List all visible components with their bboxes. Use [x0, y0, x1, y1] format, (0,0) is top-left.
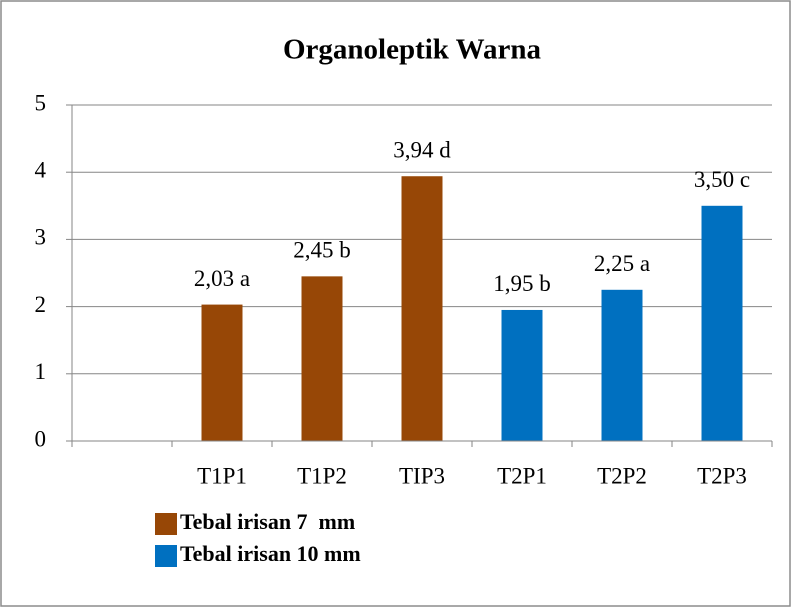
bar [401, 176, 443, 441]
x-tick-label: T2P3 [697, 463, 747, 488]
bar [201, 304, 243, 441]
bar [301, 276, 343, 441]
x-tick-label: T2P2 [597, 463, 647, 488]
bar [701, 205, 743, 441]
legend-label: Tebal irisan 10 mm [180, 541, 361, 566]
y-tick-label: 3 [35, 225, 47, 250]
bar [501, 309, 543, 441]
chart-title: Organoleptik Warna [283, 34, 542, 66]
y-tick-label: 2 [35, 292, 47, 317]
data-label: 3,50 c [694, 167, 750, 192]
y-tick-label: 4 [35, 157, 47, 182]
data-label: 2,45 b [293, 238, 351, 263]
y-tick-label: 5 [35, 90, 47, 115]
x-tick-label: TIP3 [399, 463, 445, 488]
x-tick-label: T1P1 [197, 463, 247, 488]
bar [601, 289, 643, 441]
y-tick-label: 0 [35, 426, 47, 451]
data-label: 2,25 a [594, 251, 650, 276]
x-tick-label: T1P2 [297, 463, 347, 488]
legend-swatch [155, 513, 177, 535]
data-label: 1,95 b [493, 271, 551, 296]
legend-swatch [155, 545, 177, 567]
legend-label: Tebal irisan 7 mm [180, 509, 355, 534]
data-label: 2,03 a [194, 266, 250, 291]
y-tick-label: 1 [35, 359, 47, 384]
x-tick-label: T2P1 [497, 463, 547, 488]
data-label: 3,94 d [393, 138, 451, 163]
